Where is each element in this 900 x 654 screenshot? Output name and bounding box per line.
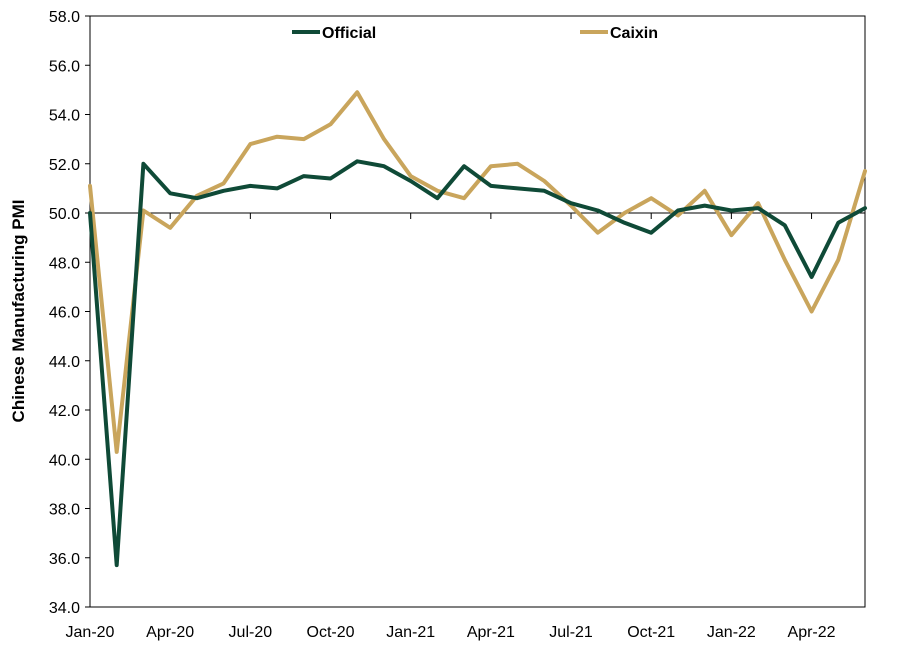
y-tick-label: 36.0 (49, 551, 80, 568)
y-axis: 34.0 36.0 38.0 40.0 42.0 44.0 46.0 48.0 50.0 52.0… (49, 9, 865, 617)
y-tick-label: 52.0 (49, 157, 80, 174)
y-tick-label: 42.0 (49, 403, 80, 420)
plot-area (89, 15, 866, 608)
x-tick-label: Oct-20 (307, 624, 355, 641)
x-tick-label: Jul-21 (549, 624, 593, 641)
legend-label-official: Official (322, 25, 376, 42)
x-axis: Jan-20 Apr-20 Jul-20 Oct-20 Jan-21 Apr-21 Jul-… (66, 213, 836, 641)
y-axis-title: Chinese Manufacturing PMI (9, 200, 28, 423)
x-tick-label: Jan-22 (707, 624, 756, 641)
legend: Official Caixin (292, 25, 658, 42)
y-tick-label: 56.0 (49, 58, 80, 75)
y-tick-label: 38.0 (49, 502, 80, 519)
y-tick-label: 48.0 (49, 255, 80, 272)
x-tick-label: Oct-21 (627, 624, 675, 641)
x-tick-label: Jan-21 (386, 624, 435, 641)
series-line-official (88, 159, 867, 568)
legend-label-caixin: Caixin (610, 25, 658, 42)
series-line-caixin (88, 90, 867, 454)
x-tick-label: Jul-20 (229, 624, 273, 641)
plot-border (89, 15, 866, 608)
y-tick-label: 40.0 (49, 452, 80, 469)
series-layer (88, 90, 867, 568)
y-tick-label: 34.0 (49, 600, 80, 617)
y-tick-label: 54.0 (49, 108, 80, 125)
y-tick-label: 50.0 (49, 206, 80, 223)
y-tick-label: 44.0 (49, 354, 80, 371)
y-tick-label: 46.0 (49, 305, 80, 322)
x-tick-label: Apr-20 (146, 624, 194, 641)
x-tick-label: Apr-22 (788, 624, 836, 641)
x-tick-label: Jan-20 (66, 624, 115, 641)
y-tick-label: 58.0 (49, 9, 80, 26)
x-tick-label: Apr-21 (467, 624, 515, 641)
